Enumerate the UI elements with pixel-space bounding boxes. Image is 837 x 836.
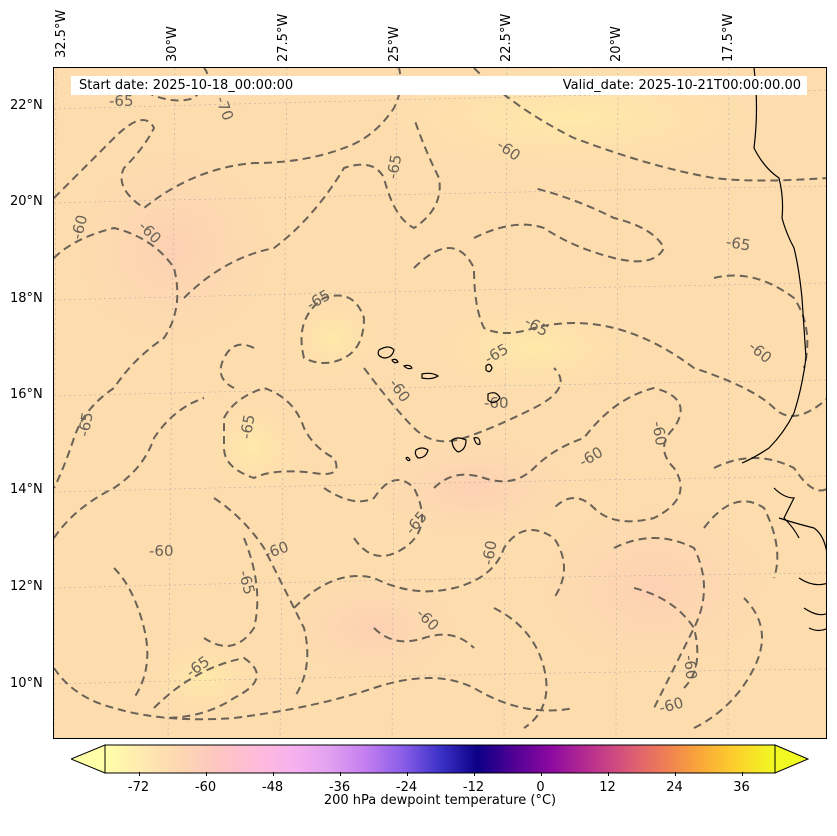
valid-date-label: Valid_date: 2025-10-21T00:00:00.00 [562,78,801,93]
longitude-label: 32.5°W [54,9,69,58]
islands [377,346,501,462]
colorbar-tick-mark [406,772,408,776]
header-bar [71,76,807,95]
contour-label: -60 [262,538,291,563]
longitude-label: 25°W [387,26,402,62]
colorbar-label: 200 hPa dewpoint temperature (°C) [323,793,557,808]
colorbar-tick-label: -60 [194,780,217,795]
colorbar-tick-label: 36 [733,780,750,795]
longitude-label: 30°W [165,26,180,62]
map-panel: -65 -70 -65 -60 -65 -60 -60 -65 -65 -65 … [53,67,827,739]
latitude-label: 22°N [10,98,43,113]
colorbar-tick-mark [607,772,609,776]
colorbar-tick-label: -12 [462,780,485,795]
coastline [741,68,826,632]
contour-label: -60 [479,539,501,566]
longitude-label: 20°W [609,26,624,62]
contour-label: -60 [657,694,685,718]
colorbar-tick-mark [205,772,207,776]
contour-label: -60 [484,394,509,412]
colorbar-tick-label: -72 [127,780,150,795]
contour-label: -60 [648,420,670,447]
start-date-label: Start date: 2025-10-18_00:00:00 [79,78,294,93]
colorbar-tick-label: 12 [599,780,616,795]
colorbar-tick-mark [674,772,676,776]
shading-field [54,68,826,728]
contour-label: -60 [745,337,775,367]
latitude-label: 20°N [10,194,43,209]
latitude-label: 12°N [10,579,43,594]
latitude-label: 10°N [10,676,43,691]
colorbar-tick-mark [339,772,341,776]
contour-label: -65 [725,233,752,255]
colorbar-tick-mark [741,772,743,776]
contour-label: -60 [680,654,700,680]
latitude-label: 16°N [10,387,43,402]
contour-label: -65 [109,92,134,110]
longitude-label: 27.5°W [276,13,291,62]
latitude-label: 14°N [10,482,43,497]
colorbar-tick-mark [473,772,475,776]
contour-label: -65 [75,411,97,438]
colorbar-tick-mark [272,772,274,776]
contour-label: -60 [149,542,174,560]
latitude-label: 18°N [10,291,43,306]
longitude-label: 17.5°W [721,13,736,62]
colorbar-tick-mark [540,772,542,776]
longitude-label: 22.5°W [499,13,514,62]
colorbar-tick-label: 24 [666,780,683,795]
gridlines [54,68,826,738]
contour-label: -60 [68,213,92,241]
colorbar [71,744,809,774]
contour-label: -65 [383,153,405,180]
colorbar-tick-label: -36 [328,780,351,795]
contour-lines [54,68,826,729]
colorbar-tick-label: -48 [261,780,284,795]
colorbar-tick-label: 0 [536,780,545,795]
map-canvas: -65 -70 -65 -60 -65 -60 -60 -65 -65 -65 … [54,68,826,738]
contour-label: -65 [235,568,259,596]
colorbar-tick-label: -24 [395,780,418,795]
contour-label: -65 [237,413,259,440]
contour-label: -70 [212,94,237,123]
colorbar-tick-mark [138,772,140,776]
